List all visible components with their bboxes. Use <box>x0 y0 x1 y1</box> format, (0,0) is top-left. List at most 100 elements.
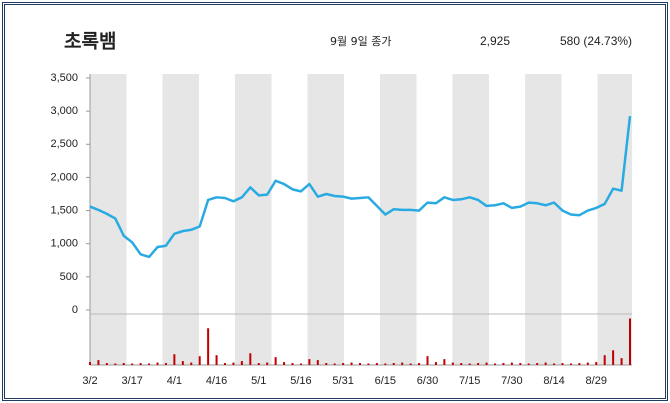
volume-bar <box>240 361 243 365</box>
band <box>162 74 199 365</box>
date-label: 9월 9일 종가 <box>330 34 391 48</box>
band <box>597 74 632 365</box>
volume-bar <box>392 363 395 365</box>
volume-bar <box>359 363 361 365</box>
volume-bar <box>401 362 404 365</box>
y-tick-label: 500 <box>60 271 78 283</box>
volume-bar <box>536 363 539 365</box>
volume-bar <box>148 363 151 365</box>
x-tick-label: 5/16 <box>290 375 311 387</box>
volume-bar <box>485 362 488 365</box>
volume-bar <box>266 362 269 365</box>
volume-bar <box>620 358 623 365</box>
volume-bar <box>586 362 589 365</box>
volume-bar <box>139 363 142 365</box>
volume-bar <box>519 363 522 365</box>
volume-bar <box>97 360 100 365</box>
band <box>452 74 489 365</box>
volume-bar <box>569 363 572 365</box>
volume-bar <box>207 328 210 365</box>
volume-bar <box>409 363 412 365</box>
volume-bar <box>131 363 134 365</box>
x-tick-label: 7/30 <box>501 375 522 387</box>
volume-bar <box>291 363 294 365</box>
x-tick-label: 8/29 <box>586 375 607 387</box>
y-tick-label: 2,500 <box>50 138 78 150</box>
volume-bar <box>561 363 564 365</box>
volume-bar <box>418 363 421 365</box>
band <box>235 74 272 365</box>
volume-bar <box>190 362 193 365</box>
band <box>380 74 417 365</box>
volume-bar <box>629 318 631 365</box>
x-tick-label: 4/16 <box>206 375 227 387</box>
volume-bar <box>283 362 286 365</box>
volume-bar <box>527 363 530 365</box>
volume-bar <box>333 363 336 365</box>
volume-bar <box>173 354 176 365</box>
volume-bar <box>114 363 117 365</box>
band <box>525 74 562 365</box>
y-tick-label: 3,000 <box>50 105 78 117</box>
y-tick-label: 3,500 <box>50 72 78 84</box>
volume-bar <box>274 357 277 365</box>
volume-bar <box>603 355 606 365</box>
stock-name: 초록뱀 <box>64 31 116 53</box>
volume-bar <box>299 363 302 365</box>
volume-bar <box>224 363 226 365</box>
volume-bar <box>494 363 496 365</box>
volume-bar <box>595 362 598 365</box>
volume-bar <box>105 363 108 365</box>
x-tick-label: 6/15 <box>375 375 396 387</box>
volume-bar <box>257 363 260 365</box>
x-tick-label: 3/17 <box>121 375 142 387</box>
volume-bar <box>316 360 319 365</box>
volume-bar <box>232 362 235 365</box>
y-tick-label: 1,500 <box>50 204 78 216</box>
volume-bar <box>89 362 91 365</box>
x-tick-label: 3/2 <box>82 375 97 387</box>
volume-bar <box>181 361 184 365</box>
volume-bar <box>384 363 387 365</box>
volume-bar <box>249 353 252 365</box>
x-tick-label: 7/15 <box>459 375 480 387</box>
band <box>307 74 344 365</box>
volume-bar <box>367 363 370 365</box>
volume-bar <box>544 362 547 365</box>
volume-bar <box>451 362 454 365</box>
volume-bar <box>612 350 615 365</box>
x-tick-label: 5/31 <box>332 375 353 387</box>
volume-bar <box>510 362 513 365</box>
price-line <box>89 115 632 259</box>
volume-bar <box>460 363 463 365</box>
volume-bar <box>468 363 471 365</box>
volume-bar <box>156 362 159 365</box>
x-tick-label: 6/30 <box>417 375 438 387</box>
volume-bar <box>553 363 556 365</box>
volume-bar <box>342 363 345 365</box>
volume-bar <box>426 356 429 365</box>
volume-bar <box>375 363 378 365</box>
volume-bar <box>350 362 353 365</box>
y-tick-label: 2,000 <box>50 171 78 183</box>
volume-bar <box>434 362 437 365</box>
close-price: 2,925 <box>480 34 510 48</box>
volume-bar <box>198 356 201 365</box>
volume-bar <box>477 363 480 365</box>
y-tick-label: 0 <box>72 304 78 316</box>
volume-bar <box>325 363 328 365</box>
band <box>90 74 127 365</box>
volume-bar <box>502 363 505 365</box>
volume-bar <box>578 363 581 365</box>
x-tick-label: 4/1 <box>167 375 182 387</box>
volume-bar <box>122 363 125 365</box>
change: 580 (24.73%) <box>560 34 632 48</box>
x-tick-label: 8/14 <box>543 375 564 387</box>
volume-bar <box>215 355 218 365</box>
volume-bar <box>308 359 311 365</box>
volume-bar <box>443 359 446 365</box>
volume-bar <box>164 363 167 365</box>
y-tick-label: 1,000 <box>50 238 78 250</box>
